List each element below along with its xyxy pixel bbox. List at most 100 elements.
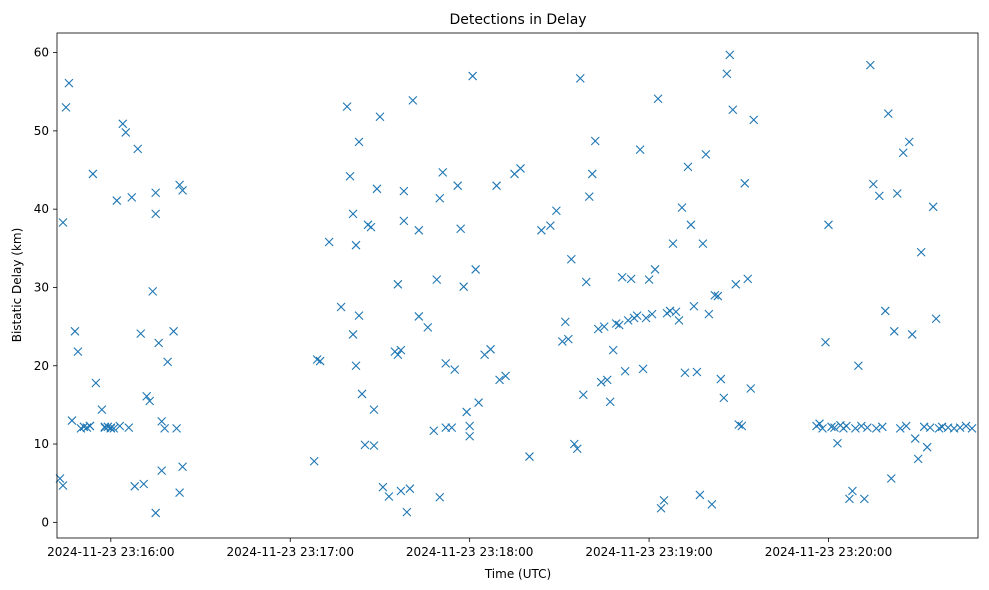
data-point	[913, 454, 923, 464]
data-point	[106, 423, 116, 432]
data-point	[109, 423, 119, 433]
data-point	[818, 423, 827, 433]
data-point	[136, 329, 146, 339]
data-point	[638, 364, 648, 374]
data-point	[348, 330, 358, 339]
data-point	[695, 490, 705, 500]
data-point	[378, 482, 388, 492]
data-point	[707, 499, 717, 509]
data-point	[399, 186, 409, 196]
data-point	[704, 309, 714, 319]
data-point	[423, 322, 433, 332]
data-point	[614, 320, 624, 330]
data-point	[142, 391, 152, 401]
data-point	[602, 375, 612, 385]
data-point	[551, 206, 561, 216]
data-point	[354, 311, 364, 321]
data-point	[856, 421, 866, 431]
y-tick-label: 30	[34, 280, 49, 294]
data-point	[399, 216, 409, 226]
data-point	[471, 265, 481, 274]
data-point	[396, 486, 406, 496]
data-point	[309, 456, 319, 466]
data-point	[375, 112, 385, 122]
data-point	[722, 69, 732, 79]
data-point	[728, 105, 738, 115]
data-point	[438, 167, 448, 177]
data-point	[683, 162, 693, 172]
data-point	[916, 247, 926, 257]
data-point	[824, 220, 833, 230]
data-point	[450, 365, 460, 375]
data-point	[432, 275, 442, 285]
data-point	[967, 423, 977, 433]
data-point	[106, 423, 116, 433]
data-point	[955, 423, 965, 432]
x-tick-label: 2024-11-23 23:20:00	[765, 545, 892, 559]
y-tick-label: 10	[34, 437, 49, 451]
data-point	[901, 421, 911, 431]
y-tick-label: 0	[41, 515, 49, 529]
data-point	[680, 368, 690, 378]
data-point	[889, 326, 899, 336]
data-point	[537, 225, 546, 235]
data-point	[560, 317, 570, 327]
data-point	[124, 423, 134, 432]
data-point	[632, 311, 642, 321]
data-point	[462, 407, 472, 417]
data-point	[357, 389, 367, 399]
data-point	[635, 145, 645, 155]
data-point	[599, 322, 609, 331]
y-axis: 0 10 20 30 40 50 60	[34, 46, 57, 529]
data-point	[686, 220, 696, 230]
data-point	[749, 115, 759, 125]
data-point	[593, 324, 603, 334]
data-point	[716, 374, 726, 384]
data-point	[740, 178, 750, 188]
data-point	[157, 466, 167, 476]
data-point	[886, 474, 896, 483]
data-point	[578, 390, 588, 400]
data-point	[73, 347, 83, 357]
x-axis: 2024-11-23 23:16:00 2024-11-23 23:17:00 20…	[47, 538, 892, 559]
data-point	[160, 423, 170, 433]
data-point	[674, 315, 684, 325]
data-point	[178, 462, 187, 472]
y-tick-label: 60	[34, 46, 49, 60]
data-point	[590, 136, 600, 146]
data-point	[435, 492, 445, 502]
data-point	[859, 494, 869, 504]
data-point	[315, 356, 325, 366]
x-tick-label: 2024-11-23 23:18:00	[406, 545, 533, 559]
data-point	[641, 313, 651, 323]
data-point	[127, 193, 137, 202]
data-point	[151, 188, 161, 198]
data-point	[133, 144, 143, 154]
data-point	[163, 357, 173, 367]
data-point	[139, 479, 149, 489]
data-point	[465, 431, 475, 441]
data-point	[725, 50, 735, 60]
data-point	[414, 312, 424, 321]
data-point	[414, 225, 424, 235]
data-point	[854, 361, 863, 371]
data-point	[961, 421, 971, 431]
data-point	[647, 309, 657, 319]
data-point	[525, 452, 534, 461]
data-point	[435, 193, 445, 203]
data-point	[369, 441, 379, 451]
data-point	[342, 102, 352, 111]
data-point	[928, 202, 938, 212]
data-point	[572, 444, 582, 454]
data-point	[584, 192, 594, 202]
data-point	[892, 189, 902, 198]
data-point	[883, 109, 893, 119]
data-point	[151, 209, 161, 219]
data-point	[91, 378, 101, 388]
data-point	[175, 180, 184, 190]
y-tick-label: 40	[34, 202, 49, 216]
data-point	[465, 421, 475, 431]
data-point	[88, 169, 98, 179]
data-point	[608, 345, 618, 355]
data-point	[617, 272, 627, 282]
